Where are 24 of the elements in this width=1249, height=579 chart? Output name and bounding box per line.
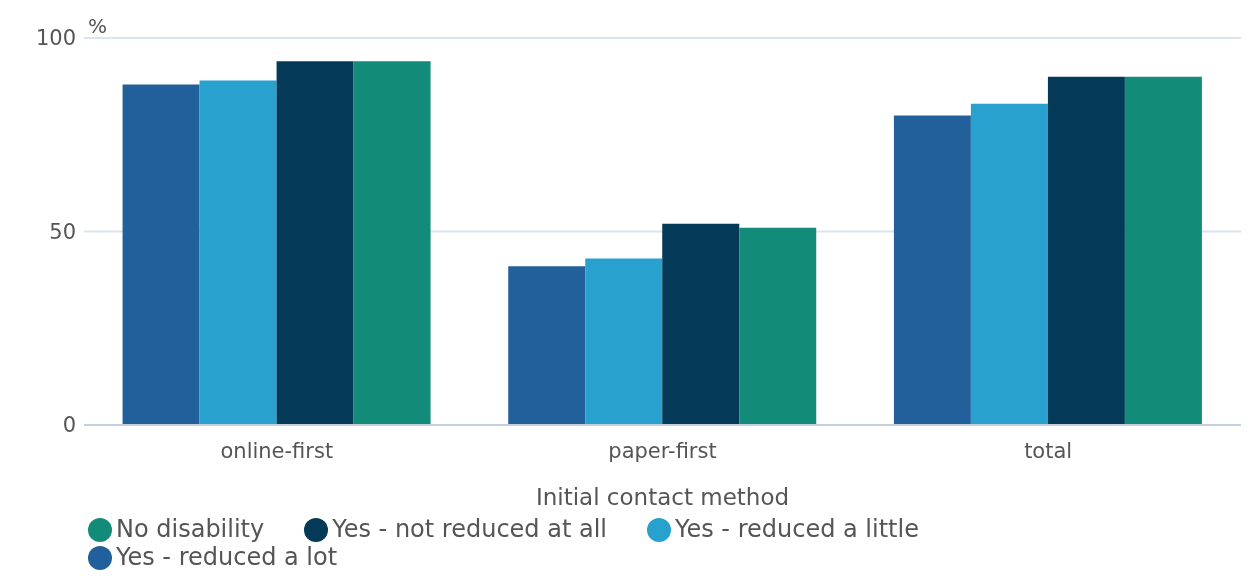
legend-label: Yes - reduced a little	[675, 515, 919, 543]
bar	[353, 61, 431, 425]
legend-label: Yes - not reduced at all	[332, 515, 607, 543]
bar	[276, 61, 354, 425]
legend-label: Yes - reduced a lot	[116, 543, 338, 571]
x-tick-label: paper-first	[608, 438, 717, 463]
bar	[1047, 76, 1125, 425]
y-tick-label: 0	[62, 413, 76, 438]
bar	[199, 80, 277, 425]
y-axis-title: %	[88, 14, 108, 38]
x-tick-label: online-first	[220, 438, 334, 463]
bar	[739, 227, 817, 425]
bar	[662, 223, 740, 425]
bar	[508, 266, 586, 425]
x-tick-label: total	[1024, 438, 1073, 463]
bar	[893, 115, 971, 425]
y-tick-label: 100	[35, 26, 76, 51]
x-axis-title: Initial contact method	[535, 484, 790, 510]
legend-label: No disability	[116, 515, 265, 543]
bar	[122, 84, 200, 425]
bar	[1124, 76, 1202, 425]
bar	[585, 258, 663, 425]
bar	[970, 103, 1048, 425]
y-tick-label: 50	[49, 219, 76, 244]
